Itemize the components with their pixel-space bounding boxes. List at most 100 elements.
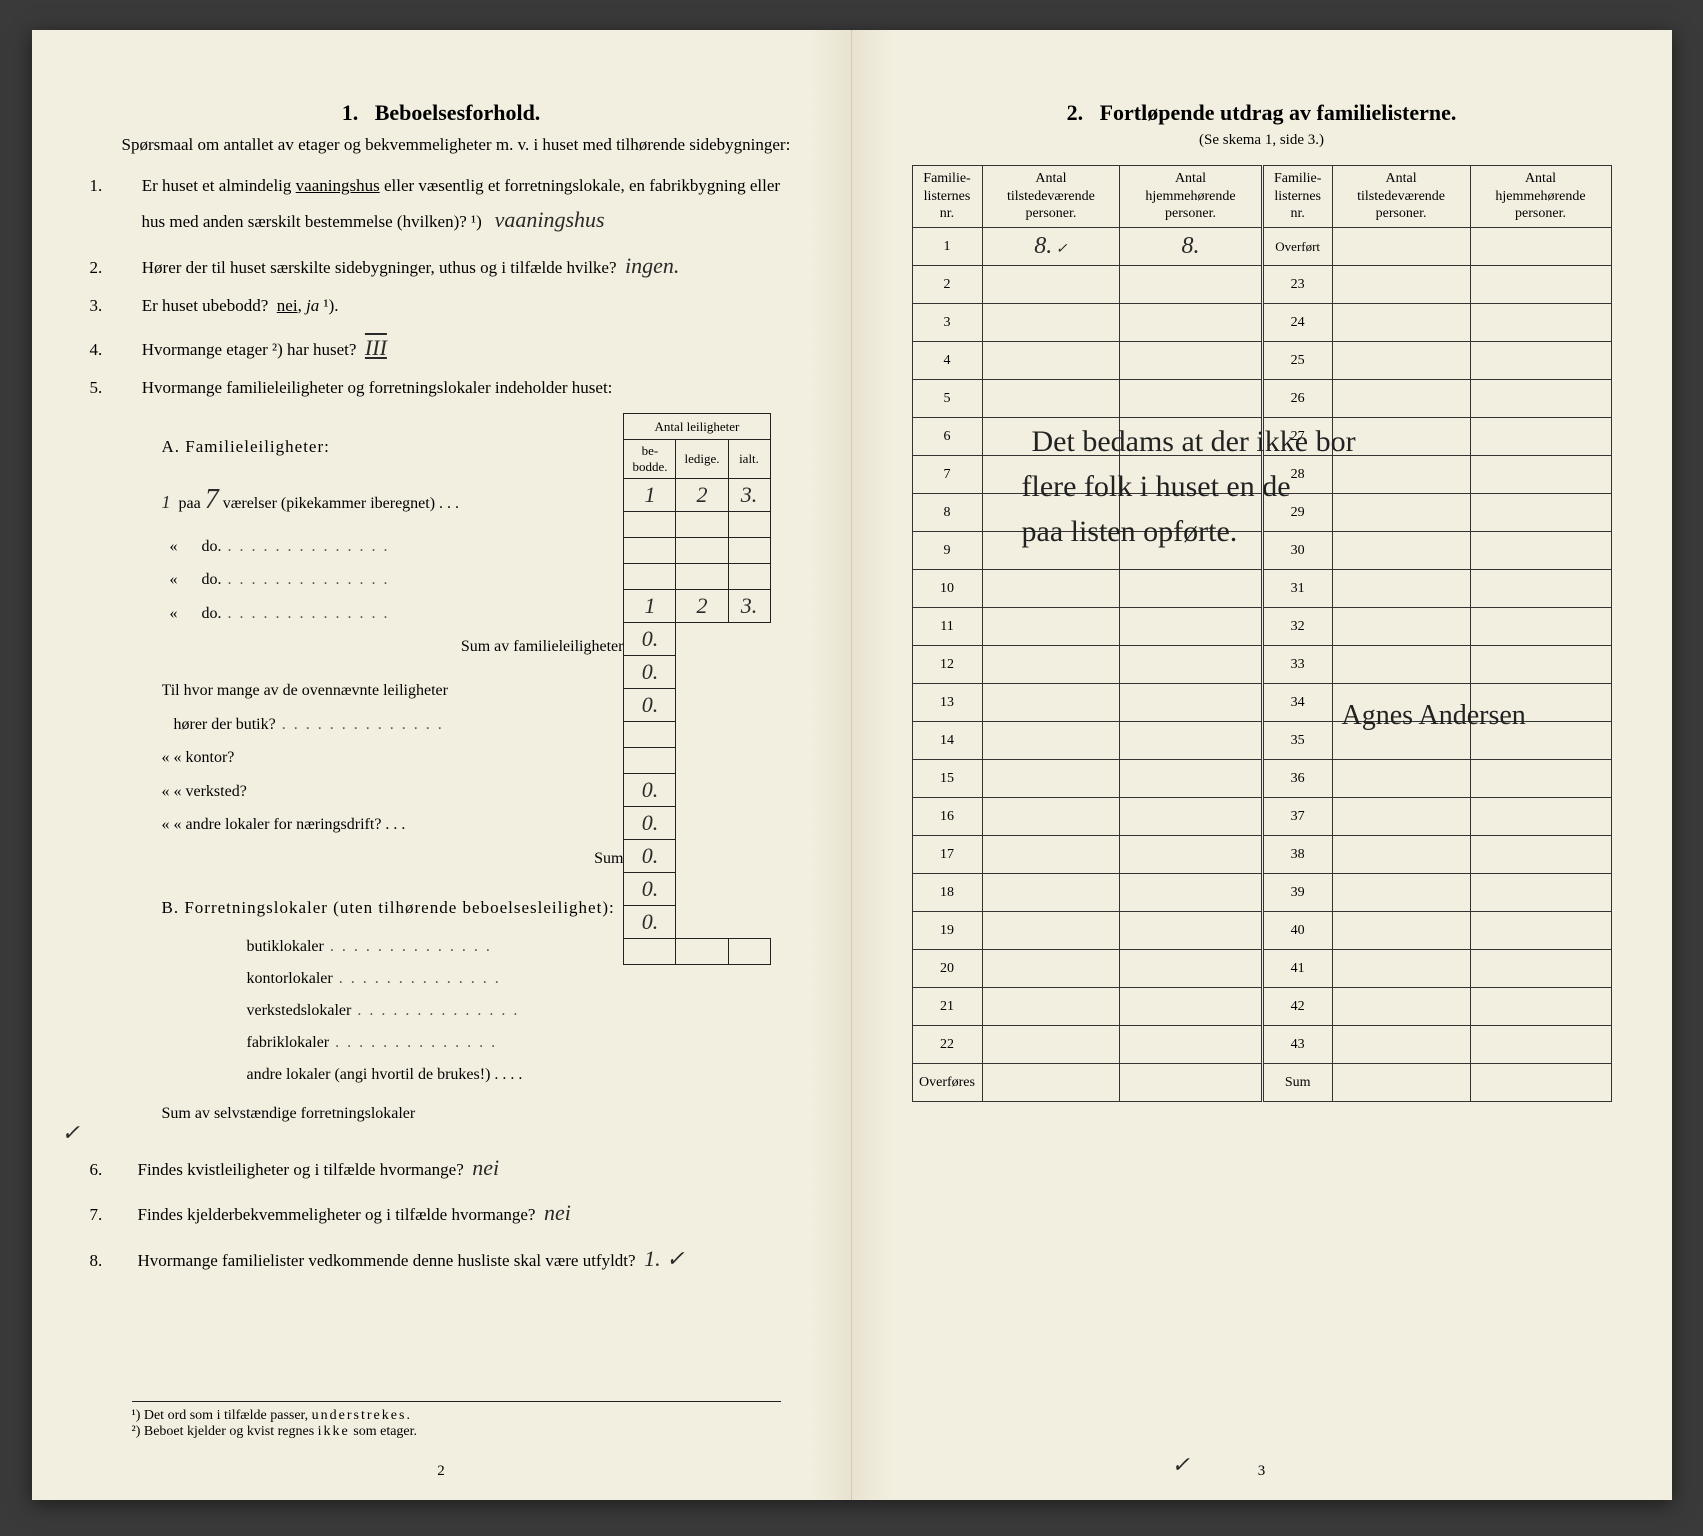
fam-left-hjemme: [1120, 266, 1262, 304]
fam-left-tilstede: [982, 912, 1120, 950]
fam-right-nr: 43: [1262, 1026, 1332, 1064]
fam-right-hjemme: [1470, 304, 1611, 342]
b3-label: verkstedslokaler: [247, 1002, 352, 1019]
question-1: 1. Er huset et almindelig vaaningshus el…: [142, 172, 791, 238]
fam-left-hjemme: [1120, 380, 1262, 418]
fam-right-hjemme: [1470, 722, 1611, 760]
fam-right-nr: 27: [1262, 418, 1332, 456]
family-table: Familie-listernesnr. Antaltilstedeværend…: [912, 165, 1612, 1102]
b2-label: kontorlokaler: [247, 970, 333, 987]
fam-right-tilstede: [1332, 228, 1470, 266]
fam-right-nr: 42: [1262, 988, 1332, 1026]
fam-right-nr: 35: [1262, 722, 1332, 760]
q6-label: Findes kvistleiligheter og i tilfælde hv…: [138, 1160, 464, 1179]
q3-nei-underlined: nei: [277, 296, 298, 315]
fam-right-tilstede: [1332, 418, 1470, 456]
q4-handwritten: III: [365, 335, 387, 360]
fam-left-hjemme: [1120, 684, 1262, 722]
b1-label: butiklokaler: [247, 938, 324, 955]
butik-label: hører der butik?: [174, 716, 276, 733]
intro-paragraph: Spørsmaal om antallet av etager og bekve…: [92, 132, 791, 158]
fam-left-hjemme: [1120, 760, 1262, 798]
fam-right-hjemme: [1470, 798, 1611, 836]
fam-right-hjemme: [1470, 874, 1611, 912]
heading-number: 1.: [342, 100, 359, 125]
fam-left-nr: 21: [912, 988, 982, 1026]
fam-left-tilstede: [982, 988, 1120, 1026]
question-list-2: 6.Findes kvistleiligheter og i tilfælde …: [92, 1149, 791, 1277]
fam-left-tilstede: [982, 380, 1120, 418]
fam-right-hjemme: [1470, 266, 1611, 304]
fam-right-hjemme: [1470, 646, 1611, 684]
footnote-2: ²) Beboet kjelder og kvist regnes ikke s…: [132, 1424, 781, 1440]
b5: andre lokaler (angi hvortil de brukes!) …: [247, 1059, 791, 1091]
fam-left-hjemme: [1120, 722, 1262, 760]
fam-right-tilstede: [1332, 380, 1470, 418]
q5-label: Hvormange familieleiligheter og forretni…: [142, 378, 613, 397]
fam-right-nr: 30: [1262, 532, 1332, 570]
fam-left-hjemme: [1120, 950, 1262, 988]
fam-left-nr: 17: [912, 836, 982, 874]
fam-left-nr: 11: [912, 608, 982, 646]
apartment-table-wrap: Antal leiligheter be-bodde. ledige. ialt…: [162, 413, 791, 1131]
fam-left-tilstede: [982, 456, 1120, 494]
right-page-number: 3: [852, 1463, 1672, 1480]
sum-label: Sum: [1262, 1064, 1332, 1102]
b3: verkstedslokaler: [247, 995, 791, 1027]
apt-b3: 0.: [624, 840, 676, 873]
heading-number-r: 2.: [1067, 100, 1084, 125]
fam-left-hjemme: 8.: [1120, 228, 1262, 266]
fam-left-nr: 2: [912, 266, 982, 304]
fam-left-nr: 19: [912, 912, 982, 950]
fam-left-tilstede: [982, 342, 1120, 380]
fam-left-tilstede: [982, 1026, 1120, 1064]
row-a1-text: værelser (pikekammer iberegnet) . . .: [223, 495, 459, 512]
b5-label: andre lokaler (angi hvortil de brukes!): [247, 1066, 491, 1083]
fam-right-tilstede: [1332, 532, 1470, 570]
fam-left-tilstede: [982, 608, 1120, 646]
fam-left-tilstede: [982, 266, 1120, 304]
q8-label: Hvormange familielister vedkommende denn…: [138, 1251, 636, 1270]
q8-hand: 1. ✓: [644, 1246, 684, 1271]
fam-right-tilstede: [1332, 266, 1470, 304]
fam-left-hjemme: [1120, 456, 1262, 494]
fam-right-hjemme: [1470, 1026, 1611, 1064]
fam-left-hjemme: [1120, 836, 1262, 874]
fam-right-nr: 32: [1262, 608, 1332, 646]
apt-sumA-c1: 1: [624, 590, 676, 623]
fam-left-tilstede: 8. ✓: [982, 228, 1120, 266]
fam-right-nr: 40: [1262, 912, 1332, 950]
fam-right-nr: 23: [1262, 266, 1332, 304]
fam-left-tilstede: [982, 798, 1120, 836]
fam-right-nr: 26: [1262, 380, 1332, 418]
apt-verksted: 0.: [624, 689, 676, 722]
fam-right-nr: 28: [1262, 456, 1332, 494]
fam-left-hjemme: [1120, 418, 1262, 456]
fam-left-hjemme: [1120, 1026, 1262, 1064]
fam-right-hjemme: [1470, 494, 1611, 532]
q2-handwritten: ingen.: [625, 253, 679, 278]
fam-h-nr-r: Familie-listernesnr.: [1262, 166, 1332, 228]
fam-left-tilstede: [982, 646, 1120, 684]
footnotes: ¹) Det ord som i tilfælde passer, unders…: [132, 1401, 781, 1440]
fam-right-nr: 37: [1262, 798, 1332, 836]
fam-right-nr: 24: [1262, 304, 1332, 342]
right-page: 2. Fortløpende utdrag av familielisterne…: [852, 30, 1672, 1500]
apt-kontor: 0.: [624, 656, 676, 689]
question-5: 5. Hvormange familieleiligheter og forre…: [142, 374, 791, 403]
fam-right-tilstede: [1332, 760, 1470, 798]
fam-right-tilstede: [1332, 608, 1470, 646]
q4-label: Hvormange etager ²) har huset?: [142, 340, 357, 359]
fam-h-nr-l: Familie-listernesnr.: [912, 166, 982, 228]
fam-h-hjemme-r: Antalhjemmehørendepersoner.: [1470, 166, 1611, 228]
question-list: 1. Er huset et almindelig vaaningshus el…: [92, 172, 791, 403]
right-subheading: (Se skema 1, side 3.): [912, 132, 1612, 149]
fam-right-tilstede: [1332, 874, 1470, 912]
fam-left-tilstede: [982, 684, 1120, 722]
fam-right-tilstede: [1332, 494, 1470, 532]
fam-right-tilstede: [1332, 988, 1470, 1026]
fam-right-tilstede: [1332, 798, 1470, 836]
q7-label: Findes kjelderbekvemmeligheter og i tilf…: [138, 1205, 536, 1224]
fam-left-nr: 8: [912, 494, 982, 532]
fam-left-nr: 15: [912, 760, 982, 798]
